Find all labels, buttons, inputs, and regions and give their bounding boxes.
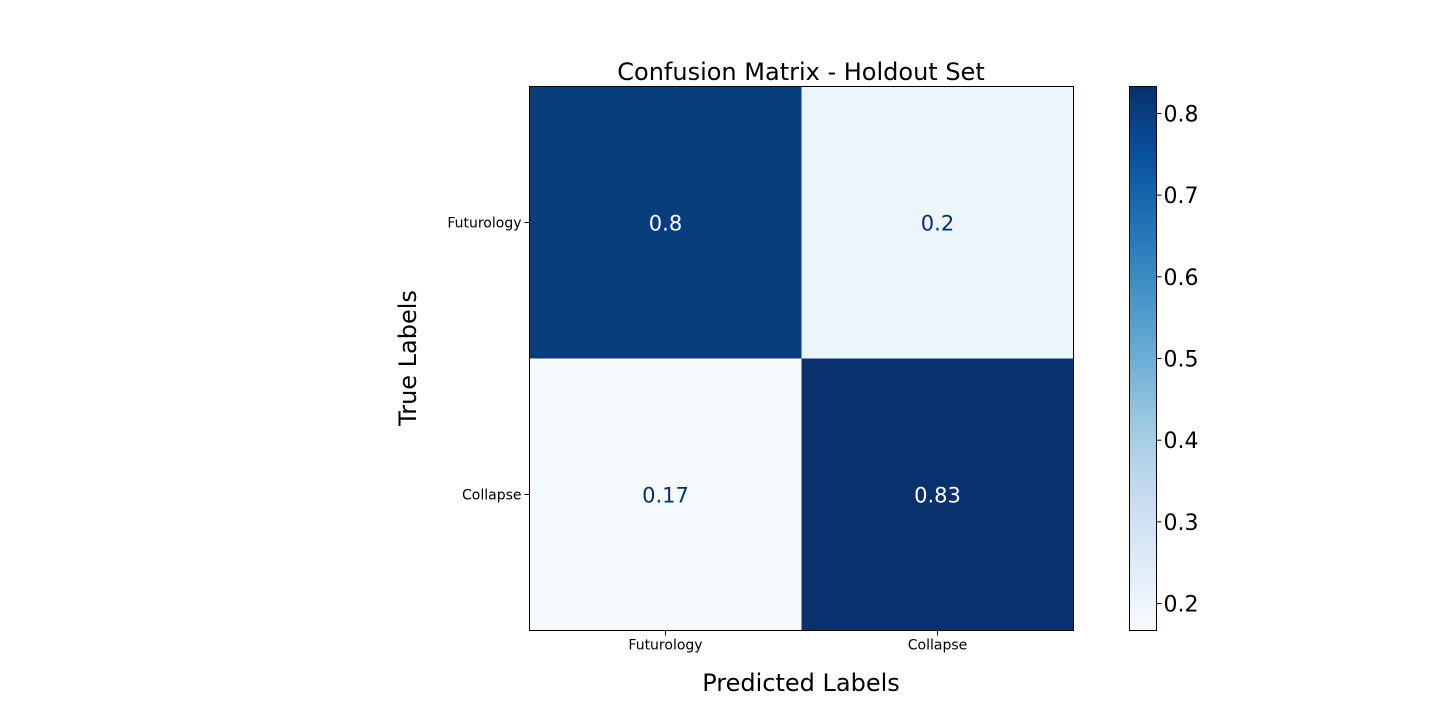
- x-tick-label: Collapse: [908, 638, 968, 654]
- heatmap-cell: [529, 86, 802, 359]
- colorbar-tick-label: 0.3: [1164, 511, 1199, 536]
- colorbar-ticks: 0.2 0.3 0.4 0.5 0.6 0.7 0.8: [1156, 102, 1199, 618]
- y-tick-label: Collapse: [462, 488, 522, 504]
- colorbar-tick-label: 0.5: [1164, 348, 1199, 373]
- colorbar-tick-label: 0.6: [1164, 266, 1199, 291]
- cell-value-label: 0.83: [914, 484, 961, 508]
- axis-ticks: Futurology Collapse Futurology Collapse: [447, 216, 967, 654]
- plot-frame: [529, 86, 1074, 631]
- chart-title: Confusion Matrix - Holdout Set: [617, 58, 984, 86]
- heatmap-cell: [801, 86, 1074, 359]
- cell-value-label: 0.2: [921, 212, 954, 236]
- cell-value-label: 0.8: [649, 212, 682, 236]
- heatmap-cell: [801, 358, 1074, 631]
- y-axis-label: True Labels: [394, 290, 422, 427]
- x-tick-label: Futurology: [628, 638, 702, 654]
- colorbar-tick-label: 0.7: [1164, 184, 1199, 209]
- colorbar-tick-label: 0.2: [1164, 593, 1199, 618]
- heatmap-cell: [529, 358, 802, 631]
- colorbar-tick-label: 0.4: [1164, 429, 1199, 454]
- y-tick-label: Futurology: [447, 216, 521, 232]
- colorbar: 0.2 0.3 0.4 0.5 0.6 0.7 0.8: [1129, 86, 1199, 631]
- cell-value-label: 0.17: [642, 484, 689, 508]
- colorbar-tick-label: 0.8: [1164, 102, 1199, 127]
- colorbar-gradient: [1129, 86, 1157, 631]
- x-axis-label: Predicted Labels: [702, 669, 900, 697]
- heatmap-cells: 0.8 0.2 0.17 0.83: [529, 86, 1074, 631]
